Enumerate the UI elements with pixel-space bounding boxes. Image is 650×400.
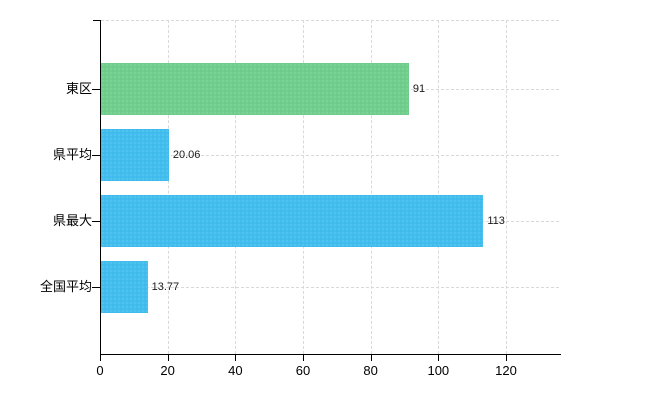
y-category-label: 全国平均	[39, 279, 92, 294]
bar-value-label: 113	[487, 215, 505, 227]
y-category-label: 県最大	[52, 213, 92, 228]
gridline-vertical	[506, 20, 507, 354]
x-axis-tick-label: 120	[495, 363, 517, 378]
y-axis-top-tick	[93, 20, 100, 21]
x-axis-tick	[235, 355, 237, 361]
x-axis-tick-label: 100	[427, 363, 450, 378]
y-category-label: 県平均	[52, 147, 92, 162]
gridline-vertical	[167, 20, 169, 354]
gridline-vertical	[235, 20, 237, 354]
x-axis-tick	[370, 355, 372, 361]
bar-全国平均	[101, 261, 148, 313]
y-axis-tick	[92, 287, 100, 288]
bar-県最大	[101, 195, 484, 247]
x-axis-tick	[303, 355, 304, 361]
bar-value-label: 91	[412, 83, 426, 95]
y-axis-line	[100, 20, 101, 355]
x-axis-tick	[438, 355, 440, 361]
x-axis-tick	[506, 355, 507, 361]
y-category-label: 東区	[65, 81, 92, 96]
x-axis-tick-label: 60	[295, 363, 311, 378]
gridline-vertical	[438, 20, 440, 354]
bar-value-label: 13.77	[151, 281, 180, 293]
x-axis-tick-label: 40	[228, 363, 243, 378]
x-axis-line	[100, 354, 561, 355]
plot-top-gridline	[101, 20, 559, 21]
y-axis-tick	[92, 89, 100, 90]
x-axis-tick	[100, 355, 101, 361]
bar-value-label: 20.06	[172, 149, 201, 161]
bar-東区	[101, 63, 409, 115]
gridline-vertical	[303, 20, 304, 354]
x-axis-tick	[167, 355, 169, 361]
gridline-horizontal	[101, 155, 559, 156]
x-axis-tick-label: 20	[160, 363, 175, 378]
bar-県平均	[101, 129, 169, 181]
y-axis-tick	[92, 221, 100, 222]
gridline-horizontal	[101, 287, 559, 288]
y-axis-tick	[92, 155, 100, 156]
x-axis-tick-label: 80	[363, 363, 378, 378]
x-axis-tick-label: 0	[96, 363, 104, 378]
gridline-vertical	[370, 20, 372, 354]
